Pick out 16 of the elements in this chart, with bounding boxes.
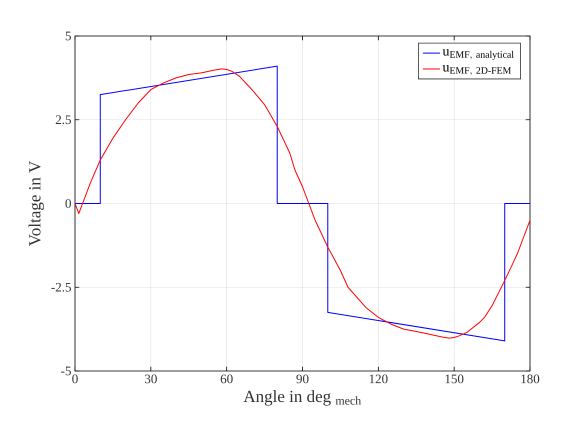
x-axis-title: Angle in deg $_{mech}$ [244, 390, 362, 406]
y-tick-label: 2.5 [56, 115, 71, 124]
x-tick-label: 30 [144, 374, 157, 384]
y-tick-label: 5 [66, 32, 71, 40]
legend-label: $\mathrm{u}_{\mathrm{EMF,\ 2D\text{-}FEM}}$ [442, 65, 512, 76]
x-tick-label: 180 [521, 374, 540, 384]
legend-label: $\mathrm{u}_{\mathrm{EMF,\ analytical}}$ [442, 49, 514, 60]
y-axis-title: Voltage in V [28, 160, 44, 246]
y-tick-label: 0 [65, 199, 71, 208]
x-tick-label: 120 [370, 374, 388, 384]
x-tick-label: 150 [446, 374, 464, 384]
x-tick-label: 90 [296, 374, 309, 384]
y-tick-label: -2.5 [51, 282, 71, 292]
x-tick-label: 60 [220, 374, 233, 384]
y-tick-label: -5 [61, 366, 71, 376]
x-tick-label: 0 [72, 374, 78, 384]
